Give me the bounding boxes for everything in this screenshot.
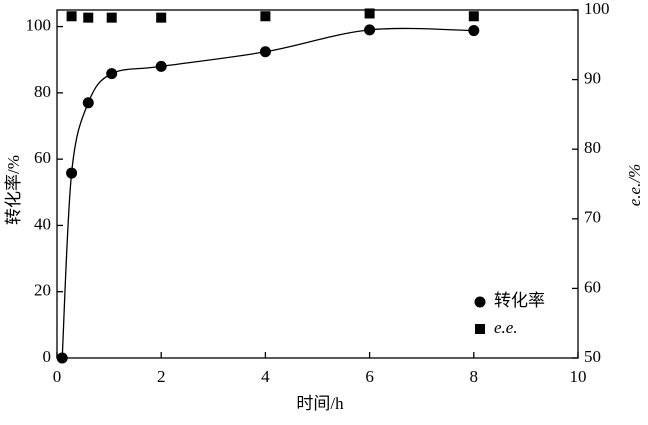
x-tick-label: 6 bbox=[365, 367, 374, 386]
circle-marker bbox=[66, 167, 78, 179]
circle-marker bbox=[364, 24, 376, 36]
y2-tick-label: 90 bbox=[584, 69, 601, 88]
legend-marker bbox=[475, 324, 485, 334]
y2-tick-label: 50 bbox=[584, 347, 601, 366]
y2-tick-label: 100 bbox=[584, 0, 610, 18]
legend-label: e.e. bbox=[494, 318, 518, 337]
legend-label: 转化率 bbox=[494, 291, 545, 310]
y-axis-label: 转化率/% bbox=[4, 155, 23, 225]
square-marker bbox=[106, 12, 117, 23]
circle-marker bbox=[259, 46, 271, 58]
x-tick-label: 8 bbox=[470, 367, 479, 386]
y2-tick-label: 60 bbox=[584, 277, 601, 296]
x-tick-label: 4 bbox=[261, 367, 270, 386]
square-marker bbox=[83, 12, 94, 23]
y-tick-label: 20 bbox=[34, 281, 51, 300]
y-tick-label: 60 bbox=[34, 148, 51, 167]
square-marker bbox=[66, 11, 77, 22]
circle-marker bbox=[106, 68, 118, 80]
x-tick-label: 10 bbox=[570, 367, 587, 386]
circle-marker bbox=[56, 352, 68, 364]
circle-marker bbox=[82, 97, 94, 109]
plot-frame bbox=[56, 9, 579, 359]
y-tick-label: 40 bbox=[34, 214, 51, 233]
y2-axis-label: e.e./% bbox=[625, 164, 644, 206]
square-marker bbox=[156, 12, 167, 23]
x-tick-label: 0 bbox=[53, 367, 62, 386]
square-marker bbox=[364, 8, 375, 19]
x-tick-label: 2 bbox=[157, 367, 166, 386]
y-tick-label: 80 bbox=[34, 82, 51, 101]
square-marker bbox=[468, 11, 479, 22]
curve bbox=[61, 27, 474, 359]
y2-tick-label: 80 bbox=[584, 138, 601, 157]
square-marker bbox=[260, 11, 271, 22]
x-axis-label: 时间/h bbox=[296, 394, 344, 413]
circle-marker bbox=[468, 25, 480, 37]
y2-tick-label: 70 bbox=[584, 208, 601, 227]
y-tick-label: 0 bbox=[43, 347, 52, 366]
circle-marker bbox=[155, 60, 167, 72]
legend-marker bbox=[474, 296, 486, 308]
y-tick-label: 100 bbox=[26, 15, 52, 34]
